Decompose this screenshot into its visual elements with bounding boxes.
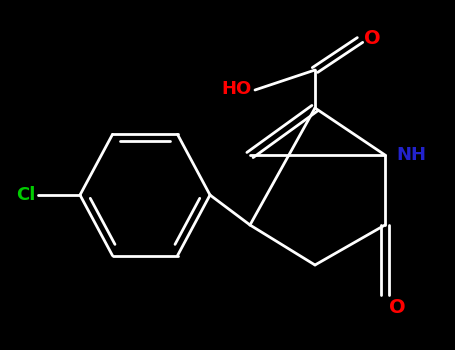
Text: O: O	[364, 29, 380, 48]
Text: NH: NH	[396, 146, 426, 164]
Text: O: O	[389, 298, 405, 317]
Text: Cl: Cl	[16, 186, 36, 204]
Text: HO: HO	[221, 80, 251, 98]
